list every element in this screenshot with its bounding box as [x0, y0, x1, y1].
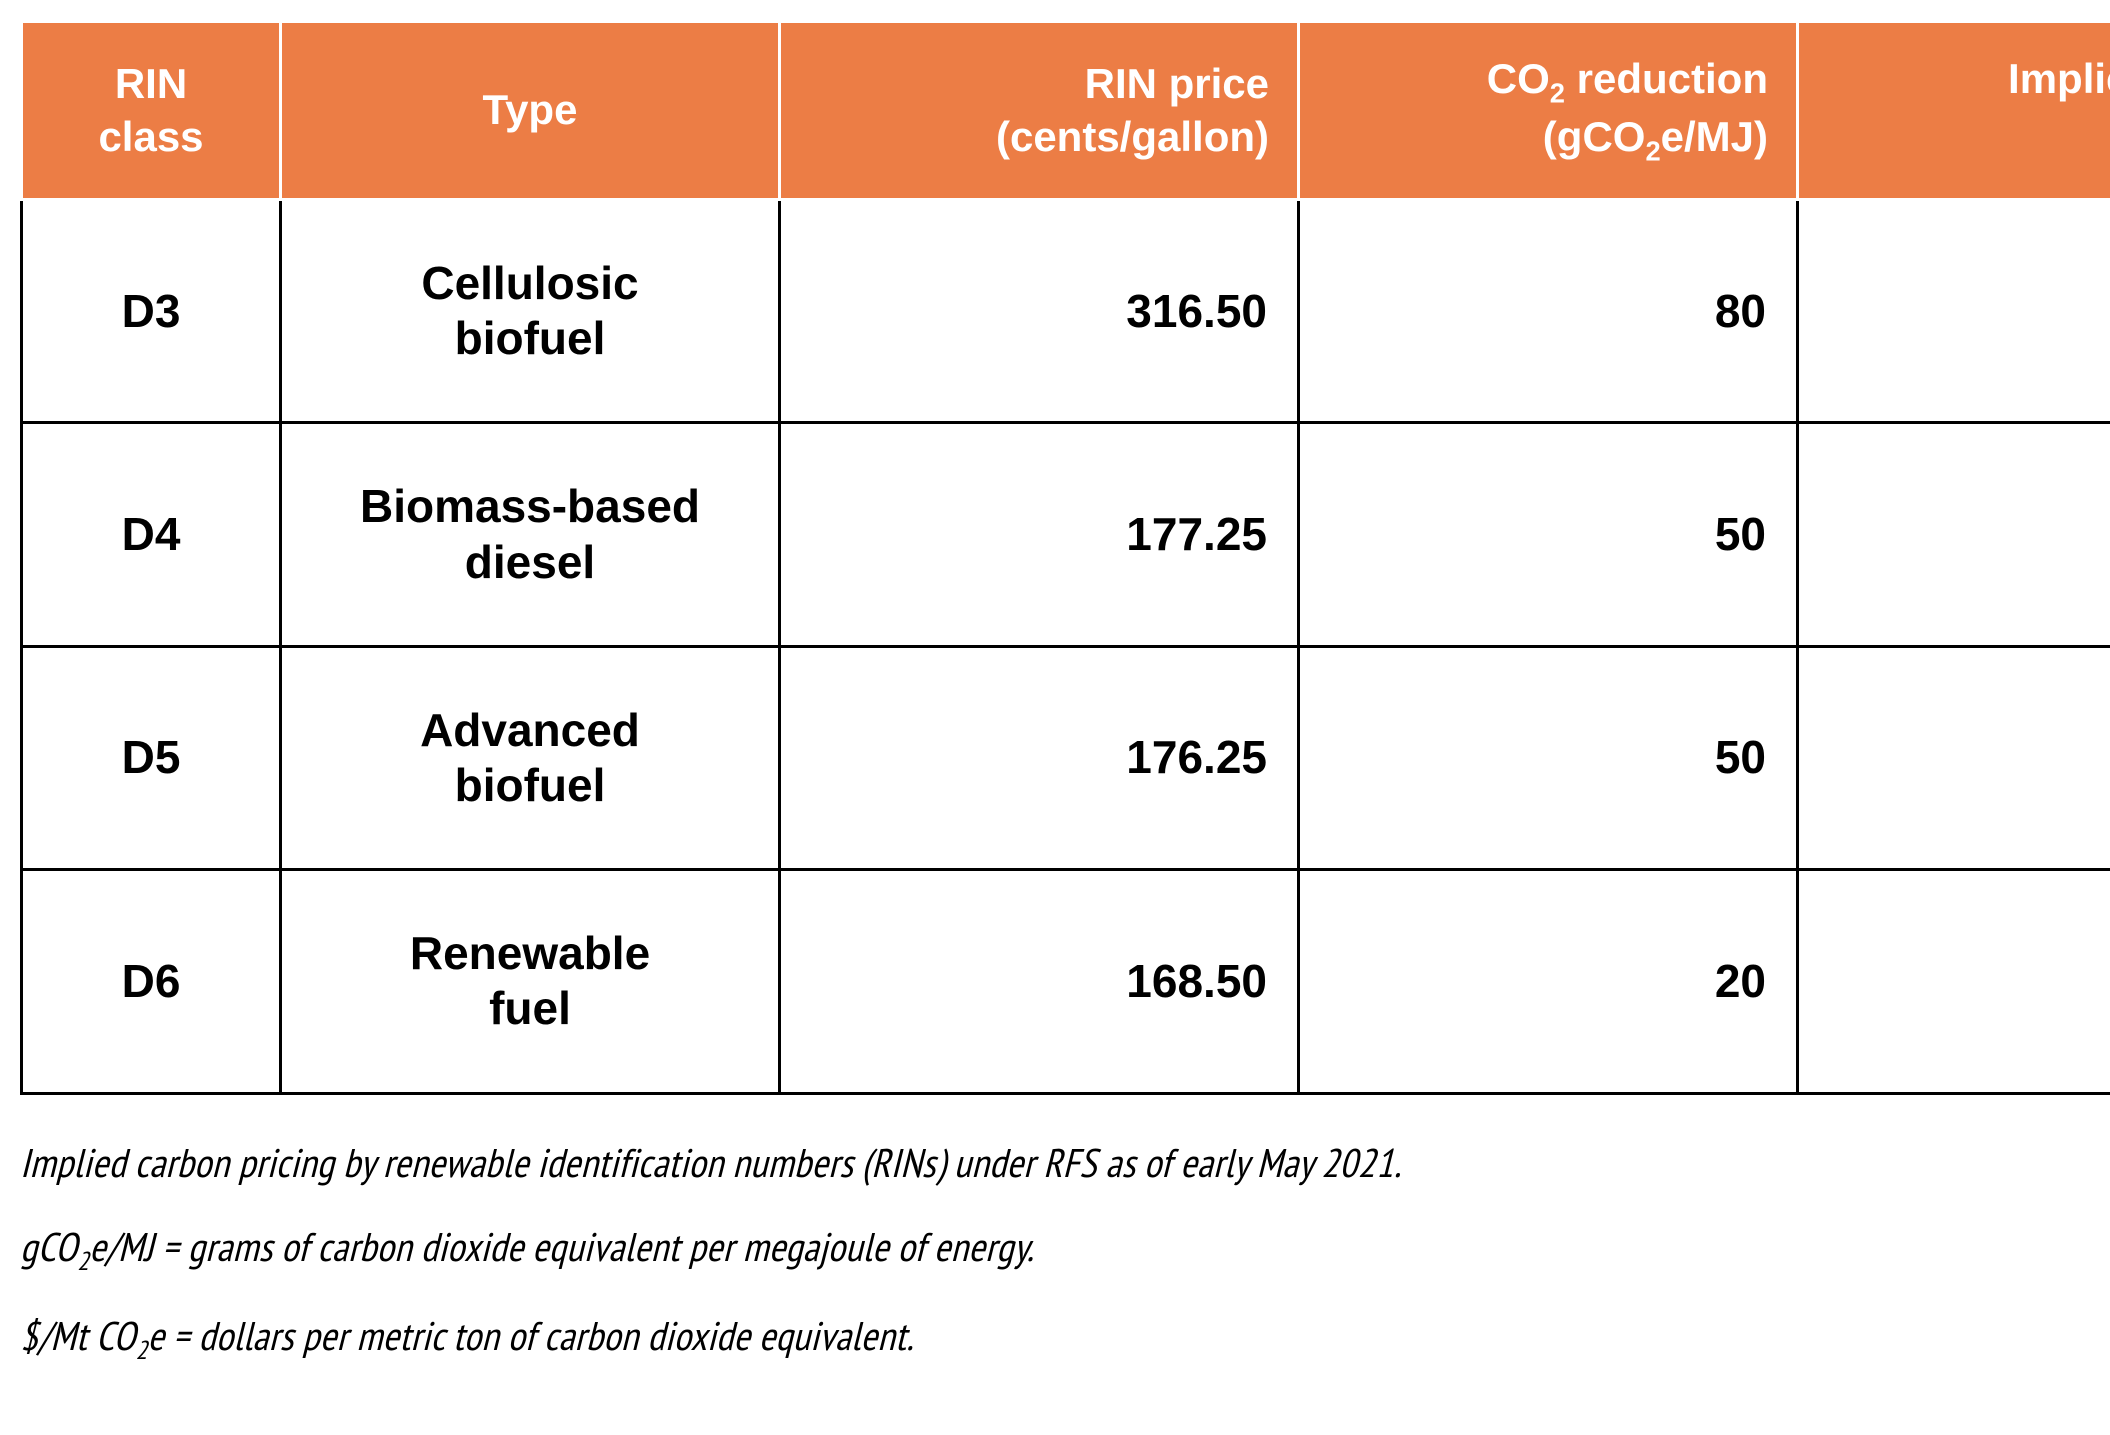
cell-type: Renewable fuel [281, 870, 780, 1093]
footnote-text: gCO [20, 1221, 77, 1273]
cell-rin-class: D6 [22, 870, 281, 1093]
rin-table: RIN class Type RIN price (cents/gallon) … [20, 20, 2110, 1095]
cell-text: Cellulosic [421, 257, 638, 309]
col-header-text: (gCO [1543, 113, 1646, 160]
cell-text: biofuel [455, 759, 606, 811]
table-row: D4 Biomass-based diesel 177.25 50 420 [22, 423, 2110, 646]
footnote-1: Implied carbon pricing by renewable iden… [20, 1137, 2090, 1189]
cell-implied: 420 [1798, 423, 2110, 646]
footnote-text: $/Mt CO [20, 1310, 136, 1362]
footnote-2: gCO2e/MJ = grams of carbon dioxide equiv… [20, 1221, 2090, 1279]
cell-price: 168.50 [780, 870, 1299, 1093]
cell-implied: 434 [1798, 646, 2110, 869]
cell-type: Advanced biofuel [281, 646, 780, 869]
col-header-text: RIN price [1085, 60, 1269, 107]
subscript: 2 [136, 1334, 148, 1367]
cell-text: biofuel [455, 312, 606, 364]
col-header-text: reduction [1565, 55, 1768, 102]
col-header-text: class [98, 113, 203, 160]
cell-implied: 1,038 [1798, 870, 2110, 1093]
col-header-co2-reduction: CO2 reduction (gCO2e/MJ) [1299, 22, 1798, 200]
cell-reduction: 20 [1299, 870, 1798, 1093]
col-header-text: e/MJ) [1661, 113, 1768, 160]
subscript: 2 [1645, 135, 1660, 166]
cell-price: 177.25 [780, 423, 1299, 646]
cell-implied: 487 [1798, 200, 2110, 423]
subscript: 2 [1550, 77, 1565, 108]
table-row: D6 Renewable fuel 168.50 20 1,038 [22, 870, 2110, 1093]
col-header-text: CO [1487, 55, 1550, 102]
table-header-row: RIN class Type RIN price (cents/gallon) … [22, 22, 2110, 200]
table-row: D5 Advanced biofuel 176.25 50 434 [22, 646, 2110, 869]
col-header-text: Implied CO [2008, 55, 2110, 102]
subscript: 2 [77, 1245, 89, 1278]
cell-price: 316.50 [780, 200, 1299, 423]
col-header-rin-class: RIN class [22, 22, 281, 200]
table-body: D3 Cellulosic biofuel 316.50 80 487 D4 B… [22, 200, 2110, 1094]
table-header: RIN class Type RIN price (cents/gallon) … [22, 22, 2110, 200]
col-header-rin-price: RIN price (cents/gallon) [780, 22, 1299, 200]
col-header-text: Type [483, 86, 578, 133]
cell-type: Cellulosic biofuel [281, 200, 780, 423]
table-row: D3 Cellulosic biofuel 316.50 80 487 [22, 200, 2110, 423]
cell-price: 176.25 [780, 646, 1299, 869]
col-header-text: (cents/gallon) [996, 113, 1269, 160]
cell-rin-class: D3 [22, 200, 281, 423]
cell-reduction: 80 [1299, 200, 1798, 423]
footnotes: Implied carbon pricing by renewable iden… [20, 1137, 2090, 1369]
cell-text: diesel [465, 536, 595, 588]
cell-text: Biomass-based [360, 480, 700, 532]
footnote-3: $/Mt CO2e = dollars per metric ton of ca… [20, 1310, 2090, 1368]
footnote-text: e = dollars per metric ton of carbon dio… [147, 1310, 913, 1362]
cell-text: Advanced [420, 704, 640, 756]
cell-text: Renewable [410, 927, 650, 979]
col-header-type: Type [281, 22, 780, 200]
cell-type: Biomass-based diesel [281, 423, 780, 646]
cell-reduction: 50 [1299, 423, 1798, 646]
cell-rin-class: D4 [22, 423, 281, 646]
col-header-implied-price: Implied CO2 price ($/Mt CO2e) [1798, 22, 2110, 200]
col-header-text: RIN [115, 60, 187, 107]
footnote-text: e/MJ = grams of carbon dioxide equivalen… [89, 1221, 1034, 1273]
cell-reduction: 50 [1299, 646, 1798, 869]
cell-rin-class: D5 [22, 646, 281, 869]
cell-text: fuel [489, 982, 571, 1034]
